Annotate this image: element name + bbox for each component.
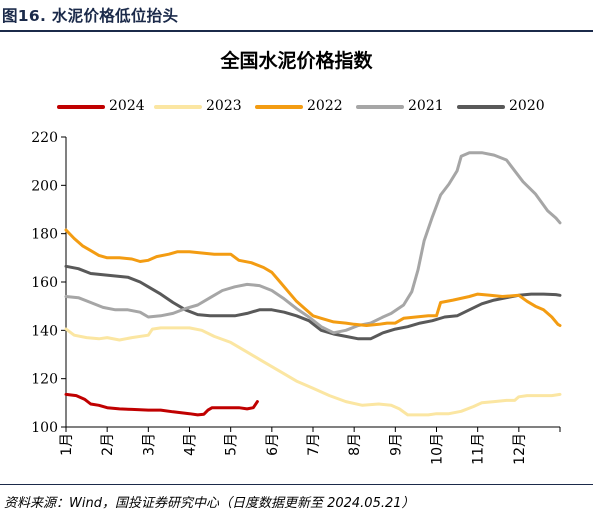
y-tick-label: 140 (31, 323, 58, 339)
x-tick-label: 12月 (512, 433, 528, 465)
y-tick-label: 120 (31, 372, 58, 388)
x-tick-label: 10月 (430, 433, 446, 465)
x-tick-label: 2月 (100, 433, 116, 456)
legend-swatch-2022 (255, 105, 303, 109)
source-note: 资料来源：Wind，国投证券研究中心（日度数据更新至 2024.05.21） (4, 496, 415, 511)
legend-swatch-2020 (457, 105, 505, 109)
chart-title: 全国水泥价格指数 (220, 50, 373, 72)
series-line-2023 (64, 326, 562, 417)
legend-swatch-2024 (57, 105, 105, 109)
y-tick-label: 200 (31, 178, 58, 194)
x-tick-label: 6月 (265, 433, 281, 456)
series-line-2022 (64, 228, 562, 327)
x-tick-label: 9月 (388, 433, 404, 456)
legend-label-2021: 2021 (408, 98, 444, 114)
line-chart: 100 120 140 160 180 200 220 1月 2月 3月 4月 5月 6月 7月 8月 9月 1… (31, 130, 562, 465)
y-tick-label: 180 (31, 227, 58, 243)
series-line-2024 (64, 392, 259, 417)
chart-legend: 2024 2023 2022 2021 2020 (0, 97, 593, 117)
y-tick-label: 100 (31, 420, 58, 436)
legend-label-2022: 2022 (307, 98, 343, 114)
x-tick-label: 8月 (347, 433, 363, 456)
y-tick-label: 160 (31, 275, 58, 291)
series-line-2020 (64, 264, 562, 341)
legend-swatch-2023 (154, 105, 202, 109)
x-tick-label: 1月 (59, 433, 75, 456)
legend-label-2020: 2020 (509, 98, 545, 114)
figure-title: 图16. 水泥价格低位抬头 (2, 7, 179, 25)
legend-swatch-2021 (356, 105, 404, 109)
series-line-2021 (64, 151, 562, 335)
x-tick-label: 7月 (306, 433, 322, 456)
y-tick-label: 220 (31, 130, 58, 146)
legend-label-2023: 2023 (206, 98, 242, 114)
source-divider (0, 484, 593, 485)
x-tick-label: 11月 (471, 433, 487, 465)
x-tick-label: 4月 (183, 433, 199, 456)
x-tick-label: 3月 (141, 433, 157, 456)
legend-label-2024: 2024 (109, 98, 145, 114)
x-tick-label: 5月 (224, 433, 240, 456)
title-divider (0, 30, 593, 32)
